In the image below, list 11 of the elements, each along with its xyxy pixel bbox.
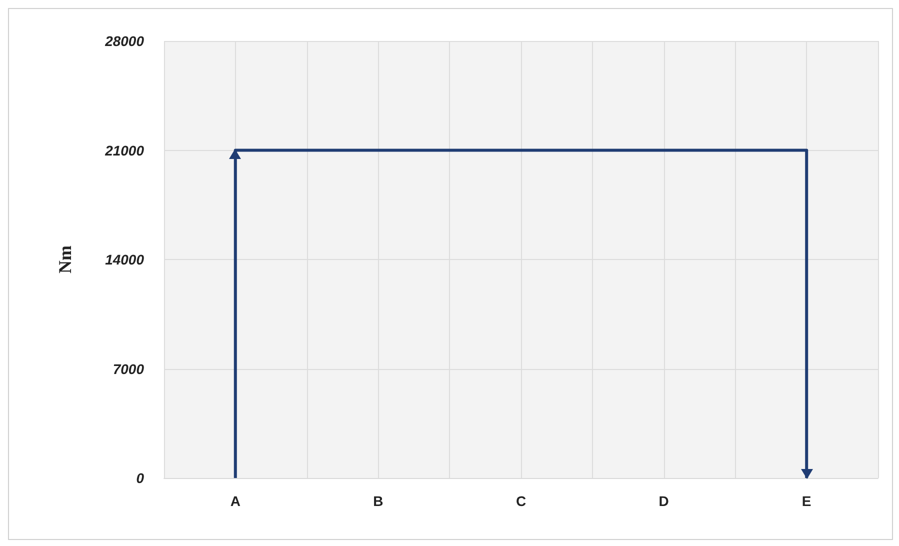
x-tick-label: E	[802, 493, 812, 509]
y-tick-label: 0	[136, 470, 144, 486]
y-tick-label: 21000	[104, 142, 144, 158]
y-tick-label: 7000	[112, 360, 144, 377]
x-tick-label: A	[230, 493, 240, 509]
y-axis-title: Nm	[55, 246, 75, 274]
x-tick-label: D	[658, 493, 669, 509]
x-tick-label: C	[516, 493, 526, 509]
y-tick-label: 14000	[105, 252, 144, 268]
y-tick-label: 28000	[104, 33, 144, 49]
x-tick-label: B	[373, 493, 384, 509]
